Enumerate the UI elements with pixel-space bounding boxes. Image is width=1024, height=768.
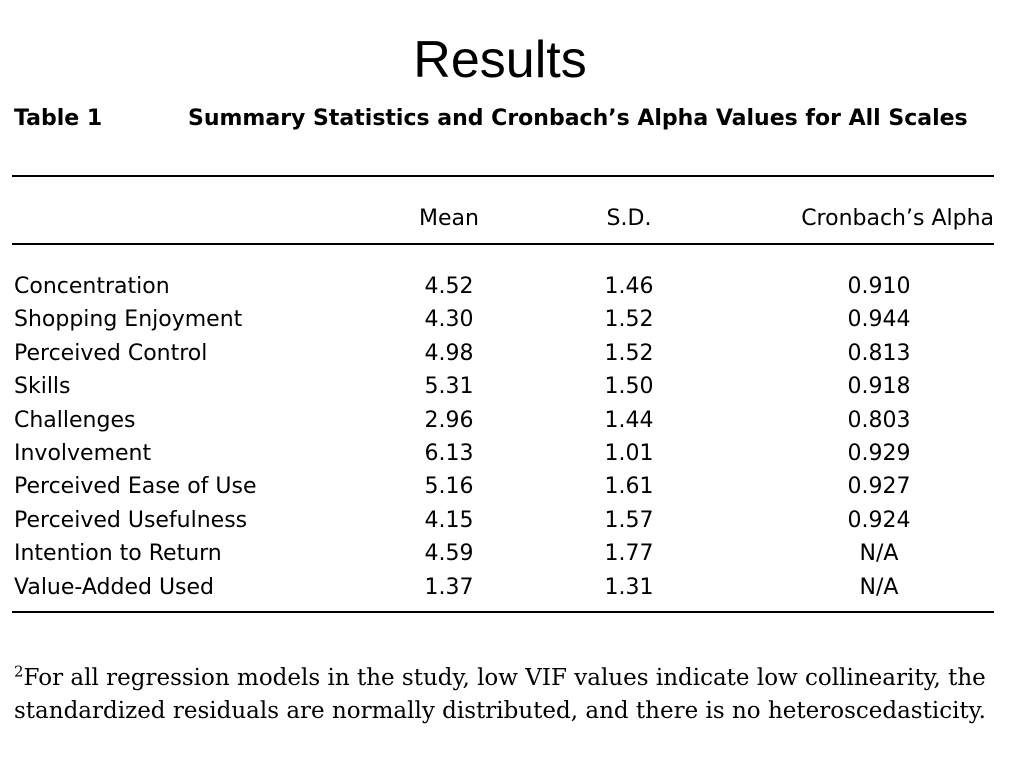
cell-sd: 1.31 [604,574,654,600]
cell-mean: 5.16 [424,474,474,500]
column-header-alpha: Cronbach’s Alpha [801,206,994,231]
cell-mean: 4.30 [424,307,474,333]
table-header-rule [12,243,994,245]
cell-alpha: 0.944 [847,307,911,333]
cell-sd: 1.52 [604,307,654,333]
cell-mean: 2.96 [424,407,474,433]
table-row: Skills 5.31 1.50 0.918 [14,370,994,403]
table-row: Challenges 2.96 1.44 0.803 [14,404,994,437]
row-label: Skills [14,374,71,400]
row-label: Concentration [14,274,170,299]
cell-alpha: 0.813 [847,340,911,366]
column-header-mean: Mean [419,206,479,231]
table-row: Involvement 6.13 1.01 0.929 [14,437,994,470]
cell-alpha: N/A [859,541,899,567]
table-row: Perceived Ease of Use 5.16 1.61 0.927 [14,470,994,503]
table-row: Shopping Enjoyment 4.30 1.52 0.944 [14,303,994,336]
table-row: Intention to Return 4.59 1.77 N/A [14,537,994,570]
row-label: Intention to Return [14,541,222,567]
table-row: Value-Added Used 1.37 1.31 N/A [14,571,994,604]
table-header-row: Mean S.D. Cronbach’s Alpha [14,202,994,236]
cell-mean: 6.13 [424,440,474,466]
cell-sd: 1.52 [604,340,654,366]
table-row: Perceived Control 4.98 1.52 0.813 [14,337,994,370]
cell-alpha: N/A [859,574,899,600]
row-label: Perceived Control [14,340,208,366]
table-label: Table 1 [14,106,103,131]
row-label: Value-Added Used [14,574,215,600]
cell-mean: 4.59 [424,541,474,567]
cell-alpha: 0.803 [847,407,911,433]
row-label: Perceived Ease of Use [14,474,257,500]
table-body: Concentration 4.52 1.46 0.910 Shopping E… [14,270,994,604]
cell-mean: 4.52 [424,274,474,299]
cell-sd: 1.50 [604,374,654,400]
table-row: Concentration 4.52 1.46 0.910 [14,270,994,303]
table-row: Perceived Usefulness 4.15 1.57 0.924 [14,504,994,537]
footnote: 2For all regression models in the study,… [14,662,1004,728]
table-caption-text: Summary Statistics and Cronbach’s Alpha … [188,106,968,131]
cell-alpha: 0.924 [847,507,911,533]
cell-sd: 1.61 [604,474,654,500]
cell-alpha: 0.910 [847,274,911,299]
row-label: Shopping Enjoyment [14,307,243,333]
cell-mean: 1.37 [424,574,474,600]
column-header-sd: S.D. [606,206,652,231]
cell-sd: 1.57 [604,507,654,533]
table-bottom-rule [12,611,994,613]
cell-alpha: 0.918 [847,374,911,400]
cell-mean: 4.98 [424,340,474,366]
cell-mean: 4.15 [424,507,474,533]
slide-title: Results [413,31,587,89]
cell-alpha: 0.929 [847,440,911,466]
table-top-rule [12,175,994,177]
row-label: Involvement [14,440,152,466]
row-label: Challenges [14,407,136,433]
footnote-marker: 2 [14,662,24,681]
cell-sd: 1.77 [604,541,654,567]
cell-sd: 1.46 [604,274,654,299]
cell-alpha: 0.927 [847,474,911,500]
cell-mean: 5.31 [424,374,474,400]
cell-sd: 1.01 [604,440,654,466]
footnote-text: For all regression models in the study, … [14,665,986,724]
row-label: Perceived Usefulness [14,507,248,533]
cell-sd: 1.44 [604,407,654,433]
